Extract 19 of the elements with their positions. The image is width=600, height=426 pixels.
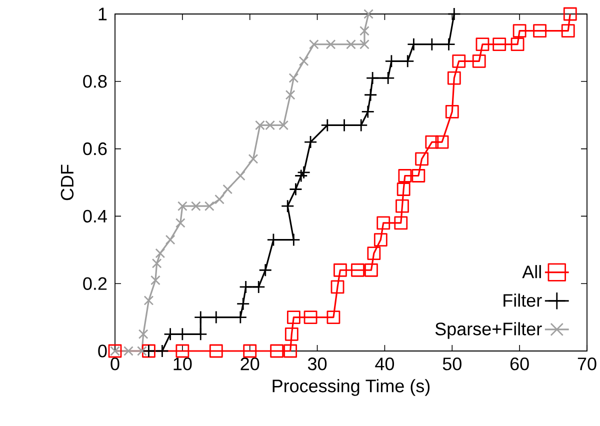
legend-label: Filter — [504, 294, 542, 307]
x-tick-label: 20 — [240, 358, 260, 370]
x-axis-title: Processing Time (s) — [272, 379, 430, 396]
y-tick-label: 0.4 — [83, 210, 107, 223]
x-tick-label: 70 — [578, 358, 596, 370]
x-tick-label: 0 — [110, 358, 120, 370]
y-tick-label: 0.6 — [83, 142, 107, 156]
x-tick-label: 10 — [174, 358, 192, 370]
legend-label: Sparse+Filter — [435, 322, 542, 339]
legend-label: All — [522, 265, 541, 278]
x-tick-label: 40 — [375, 358, 394, 370]
x-tick-label: 30 — [308, 358, 327, 370]
y-tick-label: 0.8 — [83, 75, 107, 88]
y-tick-label: 1 — [98, 8, 107, 20]
y-axis-title: CDF — [60, 164, 74, 200]
x-tick-label: 60 — [510, 358, 529, 370]
y-tick-label: 0 — [98, 344, 107, 358]
x-tick-label: 50 — [442, 358, 462, 370]
y-tick-label: 0.2 — [83, 277, 107, 290]
